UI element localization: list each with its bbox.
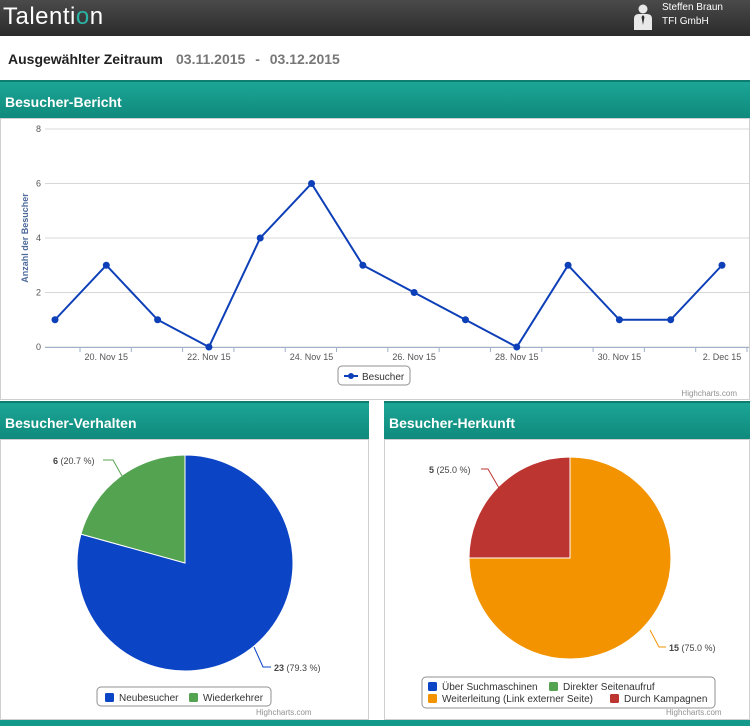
y-axis-title: Anzahl der Besucher bbox=[20, 193, 30, 283]
data-point[interactable] bbox=[513, 343, 521, 351]
x-tick-label: 30. Nov 15 bbox=[598, 352, 642, 362]
legend-label: Durch Kampagnen bbox=[624, 694, 707, 705]
visitor-behavior-pie-chart: 6 (20.7 %) 23 (79.3 %) Neubesucher Wiederke… bbox=[53, 454, 321, 707]
slice-data-label: 5 (25.0 %) bbox=[429, 465, 471, 475]
data-point[interactable] bbox=[667, 316, 675, 324]
data-label-connector bbox=[481, 468, 500, 489]
legend-label: Über Suchmaschinen bbox=[442, 681, 538, 693]
credits-link[interactable]: Highcharts.com bbox=[681, 389, 737, 398]
user-company: TFI GmbH bbox=[662, 16, 709, 27]
panel-title: Besucher-Herkunft bbox=[389, 415, 516, 431]
credits-link[interactable]: Highcharts.com bbox=[256, 708, 312, 717]
legend-symbol bbox=[428, 682, 437, 691]
legend-marker bbox=[348, 373, 354, 379]
series-points bbox=[51, 180, 726, 351]
top-bar: Talention Steffen Braun TFI GmbH bbox=[0, 0, 750, 36]
chart-grid bbox=[45, 128, 749, 348]
legend-label: Neubesucher bbox=[119, 693, 179, 704]
legend-item[interactable]: Wiederkehrer bbox=[189, 693, 264, 704]
slice-data-label: 15 (75.0 %) bbox=[669, 643, 716, 653]
user-name: Steffen Braun bbox=[662, 2, 723, 13]
y-tick-label: 6 bbox=[36, 179, 41, 189]
visitors-report-panel: 0 2 4 6 8 20. Nov 15 22. Nov 15 24. Nov 15 26. … bbox=[0, 118, 750, 400]
slice-data-label: 6 (20.7 %) bbox=[53, 456, 95, 466]
app-logo[interactable]: Talention bbox=[3, 3, 104, 31]
y-tick-label: 2 bbox=[36, 288, 41, 298]
data-point[interactable] bbox=[205, 343, 213, 351]
legend-label: Wiederkehrer bbox=[203, 693, 264, 704]
period-end: 03.12.2015 bbox=[269, 51, 340, 67]
legend-item[interactable]: Direkter Seitenaufruf bbox=[549, 682, 655, 693]
panel-title: Besucher-Bericht bbox=[5, 94, 122, 110]
user-info[interactable]: Steffen Braun TFI GmbH bbox=[662, 1, 723, 29]
legend-symbol bbox=[189, 693, 198, 702]
legend-symbol bbox=[549, 682, 558, 691]
period-separator: - bbox=[255, 51, 260, 67]
data-point[interactable] bbox=[256, 234, 264, 242]
legend-box bbox=[421, 676, 716, 709]
legend-item[interactable]: Durch Kampagnen bbox=[610, 694, 707, 705]
visitors-line-chart: 0 2 4 6 8 20. Nov 15 22. Nov 15 24. Nov 15 26. … bbox=[20, 124, 749, 386]
y-tick-label: 4 bbox=[36, 233, 41, 243]
period-label: Ausgewählter Zeitraum bbox=[8, 51, 163, 67]
x-axis-ticks: 20. Nov 15 22. Nov 15 24. Nov 15 26. Nov 15… bbox=[79, 347, 748, 362]
legend-label-besucher: Besucher bbox=[362, 372, 405, 383]
logo-accent: o bbox=[75, 3, 90, 30]
x-tick-label: 26. Nov 15 bbox=[392, 352, 436, 362]
period-start: 03.11.2015 bbox=[176, 51, 246, 67]
pie-slice[interactable] bbox=[80, 454, 186, 564]
visitor-behavior-header: Besucher-Verhalten bbox=[0, 401, 369, 439]
legend-item[interactable]: Neubesucher bbox=[105, 693, 179, 704]
visitors-report-header: Besucher-Bericht bbox=[0, 80, 750, 118]
logo-text-end: n bbox=[89, 3, 104, 30]
legend-item[interactable]: Über Suchmaschinen bbox=[428, 681, 538, 693]
data-point[interactable] bbox=[615, 316, 623, 324]
x-tick-label: 24. Nov 15 bbox=[290, 352, 334, 362]
y-tick-label: 0 bbox=[36, 342, 41, 352]
data-point[interactable] bbox=[102, 261, 110, 269]
legend[interactable]: Besucher bbox=[337, 365, 411, 386]
y-axis-ticks: 0 2 4 6 8 bbox=[36, 124, 41, 352]
credits-link[interactable]: Highcharts.com bbox=[666, 708, 722, 717]
legend-box bbox=[337, 365, 411, 386]
visitor-behavior-panel: 6 (20.7 %) 23 (79.3 %) Neubesucher Wiederke… bbox=[0, 439, 369, 720]
data-label-connector bbox=[649, 629, 666, 648]
data-point[interactable] bbox=[51, 316, 59, 324]
visitor-origin-pie-chart: 5 (25.0 %) 15 (75.0 %) Über Suchmaschinen D… bbox=[421, 456, 716, 709]
data-point[interactable] bbox=[564, 261, 572, 269]
period-dates[interactable]: 03.11.2015 - 03.12.2015 bbox=[176, 51, 340, 67]
x-tick-label: 2. Dec 15 bbox=[703, 352, 742, 362]
legend-symbol bbox=[610, 694, 619, 703]
legend-item[interactable]: Weiterleitung (Link externer Seite) bbox=[428, 694, 593, 705]
pie-slice[interactable] bbox=[468, 456, 571, 559]
visitor-origin-header: Besucher-Herkunft bbox=[384, 401, 750, 439]
legend-label: Weiterleitung (Link externer Seite) bbox=[442, 694, 593, 705]
y-tick-label: 8 bbox=[36, 124, 41, 134]
slice-data-label: 23 (79.3 %) bbox=[274, 663, 321, 673]
legend-box bbox=[96, 686, 272, 707]
series-line-besucher bbox=[54, 181, 723, 349]
data-point[interactable] bbox=[154, 316, 162, 324]
legend-symbol bbox=[105, 693, 114, 702]
data-point[interactable] bbox=[308, 180, 316, 187]
data-point[interactable] bbox=[359, 261, 367, 269]
x-tick-label: 20. Nov 15 bbox=[85, 352, 129, 362]
legend-label: Direkter Seitenaufruf bbox=[563, 682, 655, 693]
data-point[interactable] bbox=[410, 289, 418, 296]
period-bar: Ausgewählter Zeitraum 03.11.2015 - 03.12… bbox=[0, 36, 750, 80]
data-label-connector bbox=[103, 459, 123, 477]
data-label-connector bbox=[253, 646, 271, 668]
footer-strip bbox=[0, 720, 750, 726]
panel-title: Besucher-Verhalten bbox=[5, 415, 137, 431]
legend-symbol bbox=[428, 694, 437, 703]
data-point[interactable] bbox=[718, 261, 726, 269]
x-tick-label: 28. Nov 15 bbox=[495, 352, 539, 362]
data-point[interactable] bbox=[461, 316, 469, 324]
user-avatar-icon[interactable] bbox=[632, 4, 654, 30]
visitor-origin-panel: 5 (25.0 %) 15 (75.0 %) Über Suchmaschinen D… bbox=[384, 439, 750, 720]
logo-text: Talenti bbox=[3, 3, 76, 30]
x-tick-label: 22. Nov 15 bbox=[187, 352, 231, 362]
